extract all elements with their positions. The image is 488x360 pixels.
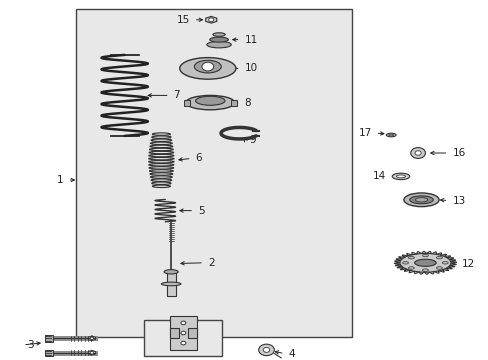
Ellipse shape	[436, 256, 442, 259]
Bar	[187, 328, 196, 338]
Text: 17: 17	[358, 128, 371, 138]
Text: 4: 4	[288, 348, 295, 359]
Text: 2: 2	[207, 258, 214, 268]
Ellipse shape	[386, 133, 395, 137]
Ellipse shape	[194, 60, 221, 73]
Ellipse shape	[436, 267, 442, 269]
Polygon shape	[88, 336, 96, 341]
Polygon shape	[205, 17, 216, 23]
Ellipse shape	[402, 261, 407, 264]
Text: 16: 16	[451, 148, 465, 158]
Ellipse shape	[179, 58, 236, 79]
Text: 1: 1	[57, 175, 63, 185]
Circle shape	[263, 347, 269, 352]
Ellipse shape	[422, 254, 427, 257]
Ellipse shape	[422, 269, 427, 271]
Circle shape	[202, 62, 213, 71]
Bar	[183, 100, 189, 106]
Text: 14: 14	[372, 171, 386, 181]
Circle shape	[181, 321, 185, 325]
Circle shape	[181, 331, 185, 335]
Text: 10: 10	[244, 63, 257, 73]
Text: 9: 9	[249, 135, 256, 145]
Bar	[230, 100, 236, 106]
Text: 15: 15	[176, 15, 189, 25]
Ellipse shape	[403, 193, 438, 207]
Bar	[45, 350, 53, 356]
Ellipse shape	[209, 37, 228, 42]
Bar	[76, 9, 351, 337]
Ellipse shape	[415, 198, 427, 202]
Text: 7: 7	[173, 90, 180, 100]
Text: 12: 12	[461, 258, 474, 269]
Bar	[45, 335, 53, 342]
Polygon shape	[88, 351, 96, 355]
Ellipse shape	[212, 33, 224, 36]
Ellipse shape	[391, 173, 409, 180]
Ellipse shape	[407, 267, 413, 269]
Ellipse shape	[195, 96, 224, 105]
Text: 11: 11	[244, 35, 257, 45]
Ellipse shape	[442, 261, 447, 264]
Circle shape	[90, 337, 94, 340]
Circle shape	[208, 18, 213, 22]
Bar	[170, 316, 196, 350]
Circle shape	[410, 148, 425, 158]
Text: 5: 5	[198, 206, 204, 216]
Ellipse shape	[185, 95, 234, 110]
Bar	[170, 328, 179, 338]
Polygon shape	[393, 251, 456, 274]
Bar	[166, 272, 175, 296]
Circle shape	[90, 351, 94, 354]
Circle shape	[258, 344, 274, 356]
Circle shape	[181, 341, 185, 345]
Ellipse shape	[164, 270, 178, 274]
Ellipse shape	[206, 41, 231, 48]
Text: 8: 8	[244, 98, 251, 108]
Text: 3: 3	[27, 340, 34, 350]
Text: 6: 6	[195, 153, 202, 163]
Ellipse shape	[409, 196, 432, 204]
Bar	[144, 320, 222, 356]
Ellipse shape	[161, 282, 181, 286]
Text: 13: 13	[451, 195, 465, 206]
Circle shape	[414, 151, 420, 155]
Ellipse shape	[388, 134, 393, 136]
Ellipse shape	[396, 175, 405, 178]
Ellipse shape	[414, 259, 435, 266]
Ellipse shape	[407, 256, 413, 259]
